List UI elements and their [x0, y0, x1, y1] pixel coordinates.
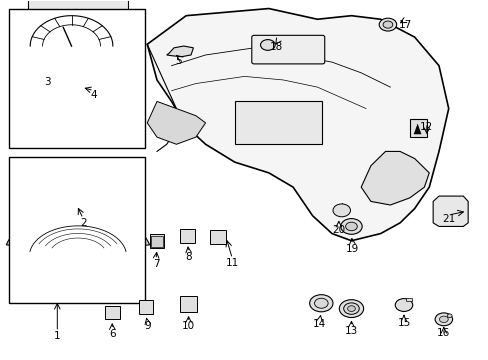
Text: 18: 18 [269, 42, 283, 52]
Bar [409, 119, 426, 137]
Text: 8: 8 [185, 252, 191, 262]
Circle shape [309, 295, 332, 312]
Text: 2: 2 [80, 218, 86, 228]
Bar [210, 230, 225, 244]
Text: 12: 12 [419, 122, 432, 132]
Text: 14: 14 [313, 319, 326, 329]
Text: 7: 7 [152, 259, 159, 269]
Bar [234, 102, 322, 144]
Circle shape [394, 298, 412, 311]
Circle shape [347, 306, 355, 311]
Text: 1: 1 [54, 331, 61, 341]
Circle shape [447, 314, 451, 318]
Polygon shape [26, 219, 130, 258]
Text: 5: 5 [175, 57, 182, 66]
Text: 13: 13 [344, 326, 357, 336]
Bar [9, 157, 144, 303]
Text: 9: 9 [143, 321, 150, 331]
Bar [62, 230, 81, 255]
Bar [138, 300, 153, 314]
Text: 3: 3 [44, 77, 51, 87]
Text: 11: 11 [225, 258, 239, 268]
Circle shape [314, 298, 327, 308]
Polygon shape [413, 123, 421, 134]
Bar [405, 298, 411, 301]
Bar [151, 236, 163, 247]
Text: 10: 10 [182, 321, 195, 332]
Circle shape [382, 21, 392, 28]
FancyBboxPatch shape [14, 16, 142, 135]
Text: 15: 15 [397, 318, 410, 328]
Polygon shape [432, 196, 467, 226]
Bar [33, 230, 52, 255]
Polygon shape [147, 102, 205, 144]
Polygon shape [23, 248, 132, 280]
Polygon shape [28, 67, 127, 132]
Circle shape [439, 316, 447, 323]
Circle shape [67, 43, 75, 49]
FancyBboxPatch shape [251, 35, 324, 64]
Circle shape [332, 204, 350, 217]
Circle shape [260, 40, 275, 50]
Bar [105, 306, 119, 319]
Bar [180, 296, 197, 312]
Circle shape [345, 222, 357, 231]
Text: 20: 20 [331, 225, 345, 235]
Circle shape [340, 219, 362, 234]
Polygon shape [6, 207, 149, 258]
Text: 17: 17 [398, 19, 411, 30]
Circle shape [343, 303, 359, 314]
Circle shape [434, 313, 452, 326]
Text: 16: 16 [436, 328, 449, 338]
Bar [28, 0, 127, 30]
Text: 19: 19 [345, 244, 358, 253]
Bar [149, 234, 164, 248]
Bar [91, 230, 111, 255]
Circle shape [339, 300, 363, 318]
Text: 4: 4 [90, 90, 97, 100]
Circle shape [378, 18, 396, 31]
Text: 21: 21 [441, 214, 454, 224]
Bar [180, 229, 195, 243]
Bar [9, 9, 144, 148]
Polygon shape [361, 152, 428, 205]
Polygon shape [147, 9, 448, 241]
Polygon shape [166, 46, 193, 57]
Text: 6: 6 [109, 329, 115, 339]
